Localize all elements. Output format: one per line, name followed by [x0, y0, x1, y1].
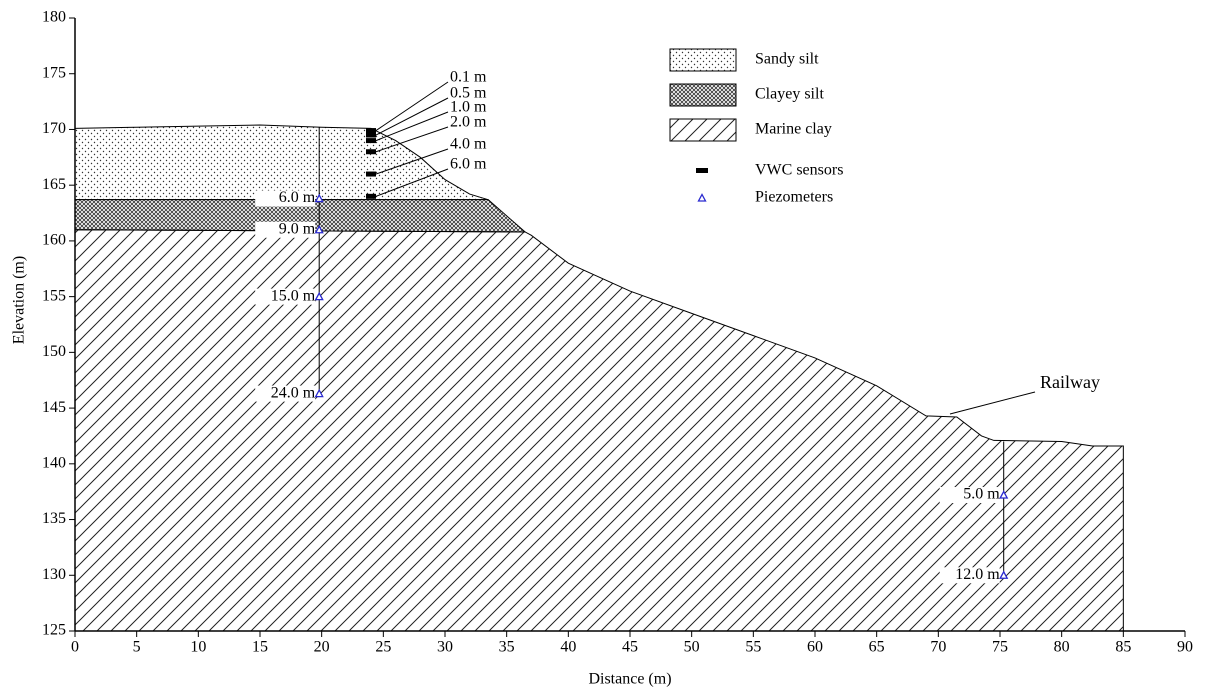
legend-label: Marine clay [755, 121, 832, 138]
x-tick-label: 90 [1177, 639, 1193, 656]
sensor-leader [376, 82, 448, 131]
annotation-leader [950, 392, 1035, 414]
x-tick-label: 75 [992, 639, 1008, 656]
legend-label: VWC sensors [755, 162, 843, 179]
y-tick-label: 170 [42, 120, 66, 137]
x-tick-label: 10 [190, 639, 206, 656]
y-tick-label: 140 [42, 454, 66, 471]
y-tick-label: 130 [42, 566, 66, 583]
y-tick-label: 165 [42, 176, 66, 193]
piezometer-label: 15.0 m [271, 287, 316, 304]
x-tick-label: 55 [745, 639, 761, 656]
piezometer-label: 9.0 m [279, 220, 316, 237]
annotation: Railway [1040, 372, 1100, 392]
x-tick-label: 30 [437, 639, 453, 656]
y-axis-label: Elevation (m) [11, 256, 28, 344]
vwc-sensor [366, 194, 376, 199]
x-tick-label: 70 [930, 639, 946, 656]
x-tick-label: 60 [807, 639, 823, 656]
y-tick-label: 160 [42, 232, 66, 249]
sensor-depth-label: 6.0 m [450, 156, 487, 173]
x-tick-label: 85 [1115, 639, 1131, 656]
x-tick-label: 45 [622, 639, 638, 656]
vwc-sensor [366, 138, 376, 143]
piezometer-label: 24.0 m [271, 384, 316, 401]
x-tick-label: 35 [499, 639, 515, 656]
vwc-sensor [366, 128, 376, 133]
sensor-depth-label: 4.0 m [450, 136, 487, 153]
x-tick-label: 50 [684, 639, 700, 656]
y-tick-label: 135 [42, 510, 66, 527]
x-tick-label: 15 [252, 639, 268, 656]
piezometer-label: 6.0 m [279, 189, 316, 206]
chart: Distance (m) Elevation (m) 0 5 10 15 20 25 30 3… [0, 0, 1206, 691]
x-tick-label: 20 [314, 639, 330, 656]
x-tick-label: 5 [133, 639, 141, 656]
x-tick-label: 65 [869, 639, 885, 656]
piezometer-label: 5.0 m [963, 486, 1000, 503]
vwc-sensor [366, 133, 376, 138]
vwc-sensor [366, 149, 376, 154]
y-tick-label: 175 [42, 64, 66, 81]
y-tick-label: 125 [42, 622, 66, 639]
x-axis-label: Distance (m) [588, 671, 671, 688]
legend-swatch [670, 119, 736, 141]
x-tick-label: 25 [375, 639, 391, 656]
sensor-depth-label: 2.0 m [450, 114, 487, 131]
y-tick-label: 145 [42, 399, 66, 416]
legend-label: Piezometers [755, 189, 833, 206]
legend-swatch [670, 84, 736, 106]
legend-sensor [696, 168, 708, 173]
legend-label: Clayey silt [755, 86, 824, 103]
vwc-sensor [366, 172, 376, 177]
x-tick-label: 80 [1054, 639, 1070, 656]
x-tick-label: 40 [560, 639, 576, 656]
y-tick-label: 150 [42, 343, 66, 360]
legend-piezometer [699, 195, 706, 202]
piezometer-label: 12.0 m [955, 566, 1000, 583]
y-tick-label: 180 [42, 9, 66, 26]
legend-label: Sandy silt [755, 51, 819, 68]
sensor-depth-label: 0.1 m [450, 69, 487, 86]
x-tick-label: 0 [71, 639, 79, 656]
legend-swatch [670, 49, 736, 71]
y-tick-label: 155 [42, 287, 66, 304]
